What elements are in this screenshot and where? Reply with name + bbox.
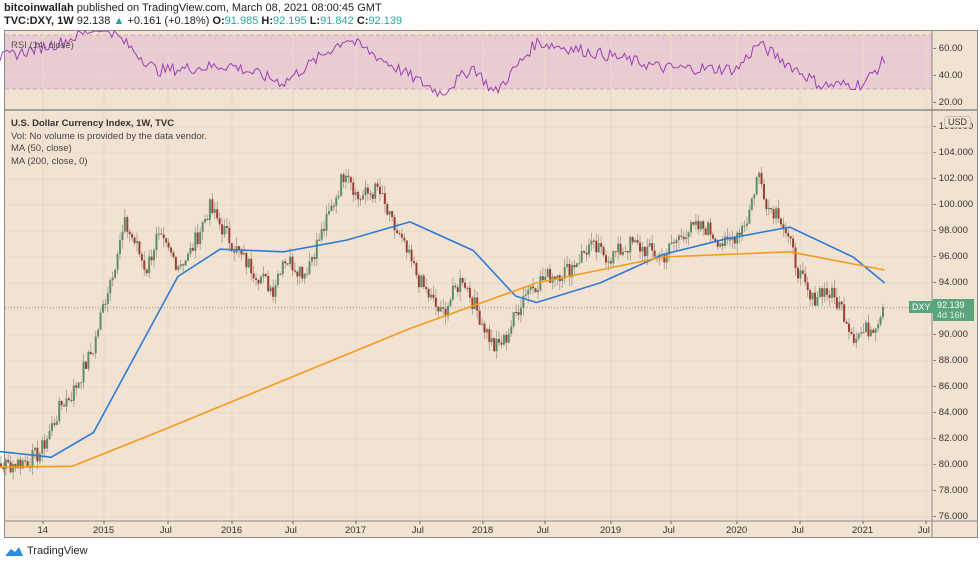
time-axis-tick: 2016 [221,525,243,536]
close-value: 92.139 [368,15,403,27]
time-axis-tick: 2015 [93,525,115,536]
last-price: 92.138 [76,15,111,27]
time-axis-tick: 2021 [852,525,874,536]
ma50-legend[interactable]: MA (50, close) [11,143,72,154]
time-axis-tick: 14 [37,525,49,536]
time-axis-tick: Jul [284,525,297,536]
high-label: H: [261,15,273,27]
price-axis-tick: - 104.000 [933,147,974,158]
low-value: 91.842 [320,15,354,27]
time-axis-tick: 2017 [345,525,367,536]
price-axis-tick: - 80.000 [933,459,968,470]
rsi-axis-tick: - 60.00 [933,43,963,54]
rsi-legend[interactable]: RSI (14, close) [11,40,74,51]
price-axis-tick: - 78.000 [933,485,968,496]
price-axis-tick: - 88.000 [933,355,968,366]
price-axis-tick: - 86.000 [933,381,968,392]
chart-frame[interactable] [4,30,978,538]
currency-button[interactable]: USD [944,116,972,128]
time-axis-tick: Jul [411,525,424,536]
publish-info: bitcoinwallah published on TradingView.c… [4,2,382,14]
price-change: +0.161 (+0.18%) [127,15,210,27]
price-axis-tick: - 96.000 [933,251,968,262]
last-price-tag: 92.139 4d 16h [933,299,974,321]
price-axis-tick: - 100.000 [933,199,974,210]
up-arrow-icon: ▲ [113,15,125,27]
series-title[interactable]: U.S. Dollar Currency Index, 1W, TVC [11,118,175,129]
rsi-axis-tick: - 20.00 [933,97,963,108]
main-legend: U.S. Dollar Currency Index, 1W, TVC Vol:… [11,118,207,168]
symbol-label: TVC:DXY, 1W [4,15,74,27]
price-axis-tick: - 90.000 [933,329,968,340]
price-axis-tick: - 82.000 [933,433,968,444]
last-price-value: 92.139 [937,300,965,310]
time-axis-tick: 2018 [472,525,494,536]
price-axis-tick: - 94.000 [933,277,968,288]
tradingview-footer[interactable]: TradingView [4,545,88,557]
high-value: 92.195 [273,15,307,27]
bar-countdown: 4d 16h [937,310,965,320]
price-axis-tick: - 84.000 [933,407,968,418]
price-axis-tick: - 102.000 [933,173,974,184]
time-axis-tick: Jul [662,525,675,536]
time-axis-tick: Jul [791,525,804,536]
time-axis-tick: Jul [536,525,549,536]
time-axis-tick: 2019 [600,525,622,536]
brand-name: TradingView [27,545,88,557]
time-axis-tick: Jul [917,525,930,536]
close-label: C: [356,15,369,27]
rsi-axis-tick: - 40.00 [933,70,963,81]
price-axis-tick: - 98.000 [933,225,968,236]
volume-note: Vol: No volume is provided by the data v… [11,130,207,142]
time-axis-tick: 2020 [726,525,748,536]
symbol-info: TVC:DXY, 1W 92.138 ▲ +0.161 (+0.18%) O:9… [4,15,402,27]
symbol-tag: DXY [909,301,934,313]
publish-text: published on TradingView.com, March 08, … [73,2,382,14]
low-label: L: [309,15,321,27]
author-name[interactable]: bitcoinwallah [4,2,74,14]
price-axis-tick: - 76.000 [933,511,968,522]
open-label: O: [212,15,225,27]
time-axis-tick: Jul [159,525,172,536]
tradingview-logo-icon [5,547,23,556]
open-value: 91.985 [224,15,259,27]
ma200-legend[interactable]: MA (200, close, 0) [11,155,88,167]
